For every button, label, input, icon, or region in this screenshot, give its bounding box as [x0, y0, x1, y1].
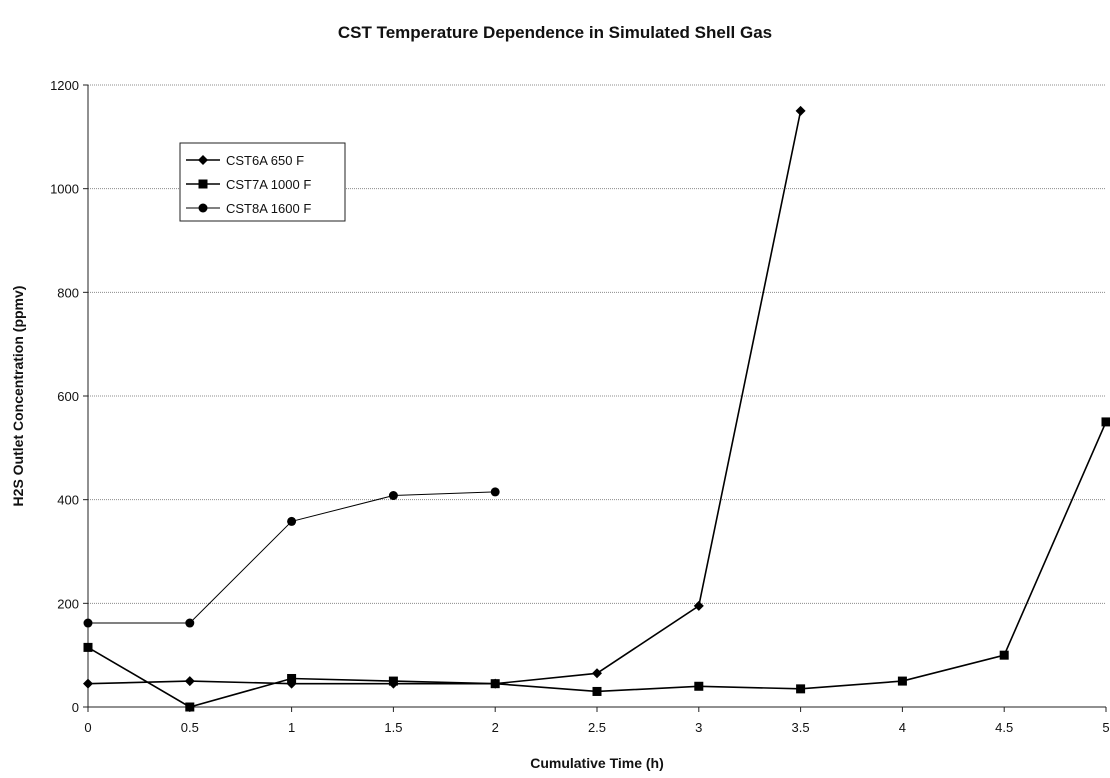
x-tick-label: 1.5: [384, 720, 402, 735]
x-axis-title: Cumulative Time (h): [530, 755, 664, 771]
diamond-marker: [184, 676, 195, 687]
x-tick-label: 4: [899, 720, 906, 735]
x-tick-label: 3.5: [792, 720, 810, 735]
circle-marker: [83, 618, 93, 628]
diamond-marker: [592, 668, 602, 679]
series-cst8a-1600-f: [83, 487, 500, 628]
square-marker: [897, 676, 907, 686]
legend-square-icon: [198, 179, 208, 189]
y-tick-label: 0: [72, 700, 79, 715]
square-marker: [592, 686, 602, 696]
square-marker: [999, 650, 1009, 660]
x-tick-label: 3: [695, 720, 702, 735]
series-line: [87, 421, 1107, 708]
square-marker: [185, 702, 195, 712]
x-tick-labels: 0 0.5 1 1.5 2 2.5 3 3.5 4 4.5 5: [84, 707, 1110, 735]
diamond-marker: [693, 600, 704, 611]
y-tick-label: 1000: [50, 182, 79, 197]
y-tick-label: 800: [57, 285, 79, 300]
chart-title: CST Temperature Dependence in Simulated …: [338, 23, 772, 42]
x-tick-label: 0: [84, 720, 91, 735]
y-tick-label: 200: [57, 596, 79, 611]
square-marker: [490, 679, 500, 689]
x-tick-label: 2: [492, 720, 499, 735]
legend-circle-icon: [198, 203, 208, 213]
y-tick-label: 1200: [50, 78, 79, 93]
circle-marker: [287, 516, 297, 526]
series-cst7a-1000-f: [83, 417, 1110, 712]
legend-item: CST7A 1000 F: [186, 177, 311, 192]
square-marker: [1101, 417, 1110, 427]
x-tick-label: 0.5: [181, 720, 199, 735]
series-line: [87, 110, 802, 685]
square-marker: [287, 673, 297, 683]
legend-item: CST8A 1600 F: [186, 201, 311, 216]
series-lines: [83, 105, 1110, 712]
diamond-marker: [795, 105, 806, 116]
y-axis-title: H2S Outlet Concentration (ppmv): [10, 286, 26, 507]
square-marker: [83, 642, 93, 652]
gridlines: [88, 84, 1106, 604]
x-tick-label: 1: [288, 720, 295, 735]
square-marker: [388, 676, 398, 686]
square-marker: [796, 684, 806, 694]
legend-label: CST7A 1000 F: [226, 177, 311, 192]
y-tick-labels: 0 200 400 600 800 1000 1200: [50, 78, 88, 715]
legend-diamond-icon: [198, 155, 208, 165]
x-tick-label: 4.5: [995, 720, 1013, 735]
legend: CST6A 650 F CST7A 1000 F CST8A 1600 F: [179, 142, 346, 222]
legend-label: CST6A 650 F: [226, 153, 304, 168]
x-tick-label: 5: [1102, 720, 1109, 735]
diamond-marker: [83, 678, 93, 689]
x-tick-label: 2.5: [588, 720, 606, 735]
square-marker: [694, 681, 704, 691]
y-tick-label: 400: [57, 493, 79, 508]
y-tick-label: 600: [57, 389, 79, 404]
circle-marker: [490, 487, 500, 497]
circle-marker: [185, 618, 195, 628]
legend-item: CST6A 650 F: [186, 153, 304, 168]
legend-label: CST8A 1600 F: [226, 201, 311, 216]
circle-marker: [388, 491, 398, 501]
